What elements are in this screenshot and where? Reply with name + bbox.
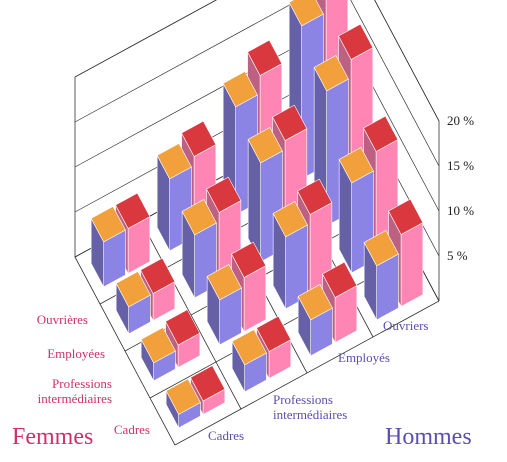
bar-face <box>400 222 424 308</box>
bar-top <box>140 327 176 364</box>
category-label: Employés <box>338 350 390 365</box>
bar-top <box>231 329 267 366</box>
bar-top <box>206 264 242 301</box>
bar <box>115 271 151 335</box>
grid-line <box>74 0 440 167</box>
bar <box>206 264 242 346</box>
bar <box>256 315 292 380</box>
bar <box>165 378 201 429</box>
row-axis-title: Femmes <box>12 424 94 450</box>
bar-top <box>165 378 201 415</box>
category-label: Cadres <box>113 422 150 437</box>
bar-top <box>363 115 399 152</box>
bar <box>140 257 176 322</box>
bar-top <box>297 178 333 215</box>
bar-top <box>90 206 126 243</box>
bar-top <box>288 0 324 27</box>
category-label: Professions intermédiaires <box>37 376 112 406</box>
bar <box>272 201 308 310</box>
bar <box>140 327 176 382</box>
bar-top <box>297 284 333 321</box>
bar-top <box>115 271 151 308</box>
bar-top <box>231 241 267 278</box>
bar-top <box>190 365 226 402</box>
bar-top <box>115 192 151 229</box>
col-axis-title: Hommes <box>385 424 472 450</box>
bar <box>322 261 358 344</box>
bar-top <box>256 315 292 352</box>
grid-line <box>74 0 440 122</box>
bar-top <box>388 198 424 235</box>
bar-top <box>165 309 201 346</box>
category-label: Employées <box>47 346 105 361</box>
category-label: Ouvrières <box>36 312 88 327</box>
bar-top <box>247 127 283 164</box>
bar <box>363 230 399 321</box>
bar-top <box>156 143 192 180</box>
bar-top <box>338 23 374 60</box>
bar-top <box>222 71 258 108</box>
z-tick-label: 10 % <box>447 203 474 218</box>
bar-top <box>338 147 374 184</box>
bar-top <box>272 201 308 238</box>
z-tick-label: 20 % <box>447 113 474 128</box>
bar-top <box>181 199 217 236</box>
bar-top <box>206 176 242 213</box>
bar-top <box>247 39 283 76</box>
z-tick-label: 15 % <box>447 158 474 173</box>
category-label: Professions intermédiaires <box>273 392 348 422</box>
bar-top <box>272 104 308 141</box>
bar-top <box>363 230 399 267</box>
bar-top <box>313 55 349 92</box>
bar-top <box>322 261 358 298</box>
bar <box>90 206 126 288</box>
bar <box>231 329 267 393</box>
bar-top <box>181 120 217 157</box>
bar <box>297 284 333 357</box>
category-label: Ouvriers <box>383 318 429 333</box>
category-label: Cadres <box>208 428 245 443</box>
z-tick-label: 5 % <box>447 248 468 263</box>
bar-top <box>140 257 176 294</box>
